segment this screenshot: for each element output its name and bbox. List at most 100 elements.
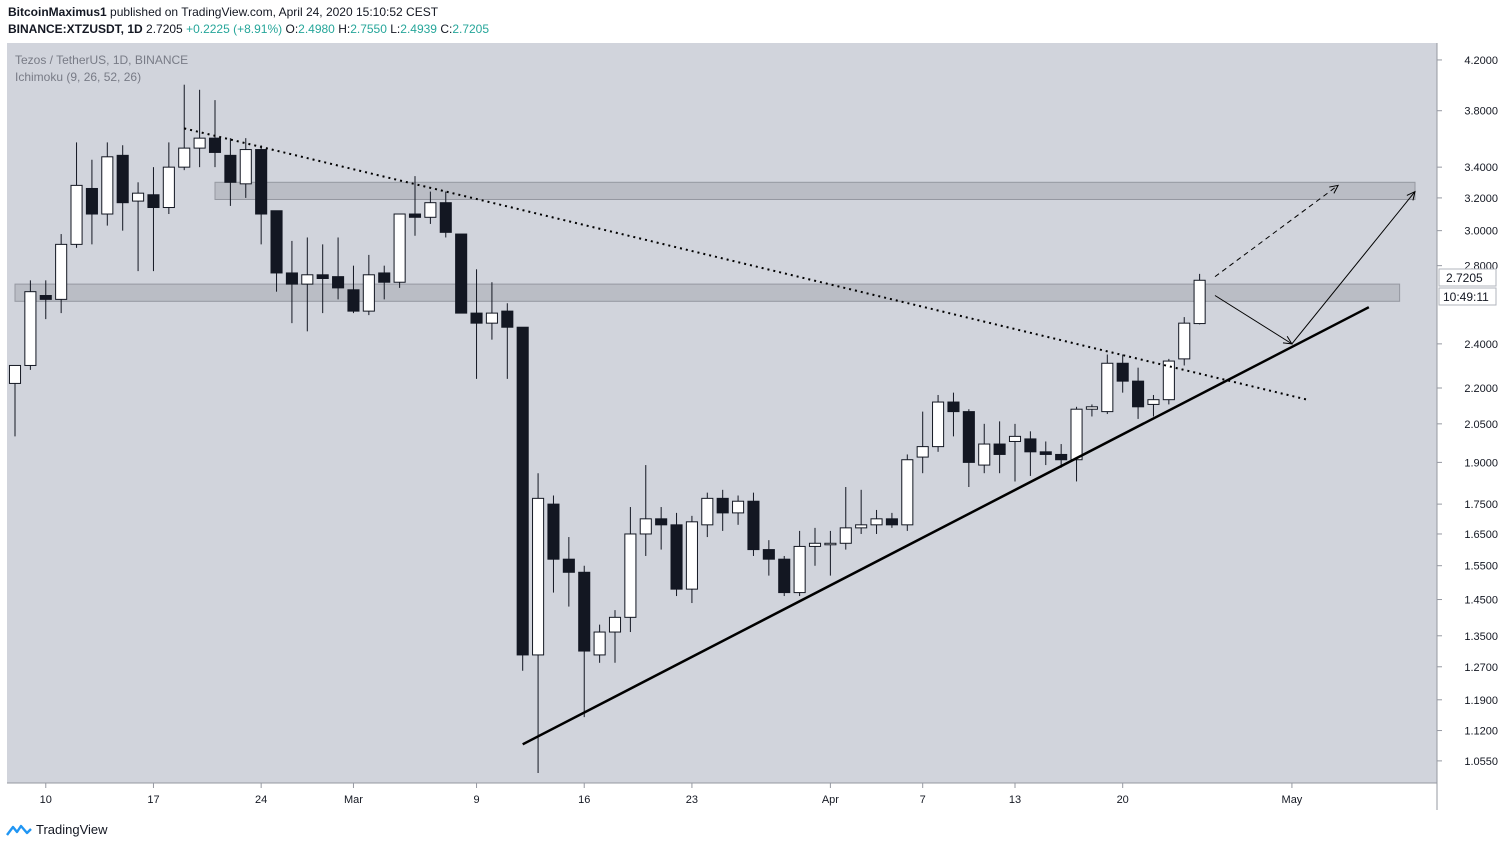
candle[interactable] — [408, 176, 422, 236]
candle[interactable] — [1039, 441, 1052, 466]
footer-brand[interactable]: TradingView — [6, 822, 108, 837]
candle[interactable] — [393, 213, 406, 288]
candle[interactable] — [178, 84, 191, 171]
candle[interactable] — [993, 421, 1006, 474]
candle[interactable] — [70, 142, 83, 248]
chart-pane[interactable] — [7, 43, 1437, 783]
candle[interactable] — [1055, 444, 1068, 468]
candle[interactable] — [547, 495, 560, 593]
candle[interactable] — [701, 492, 714, 538]
candle[interactable] — [1162, 358, 1175, 405]
ascending-support-line[interactable] — [522, 306, 1370, 746]
candle[interactable] — [162, 142, 175, 215]
candle[interactable] — [639, 465, 652, 556]
candle[interactable] — [855, 489, 868, 534]
candle-body — [762, 549, 775, 560]
price-axis[interactable] — [1437, 43, 1503, 783]
zone-0[interactable] — [214, 181, 1416, 200]
candle[interactable] — [239, 138, 252, 198]
candle[interactable] — [24, 280, 37, 370]
zone-1[interactable] — [14, 283, 1401, 302]
candle-body — [485, 312, 498, 324]
candle[interactable] — [732, 495, 745, 525]
candle[interactable] — [685, 515, 698, 604]
candle[interactable] — [916, 411, 929, 474]
candle[interactable] — [1178, 317, 1191, 366]
candle[interactable] — [608, 610, 622, 663]
candle[interactable] — [516, 326, 529, 671]
candle[interactable] — [8, 364, 22, 437]
candle[interactable] — [1008, 423, 1022, 482]
candle[interactable] — [762, 540, 775, 576]
candle[interactable] — [901, 454, 914, 531]
candle[interactable] — [147, 167, 160, 272]
candle[interactable] — [932, 394, 945, 452]
candle[interactable] — [455, 233, 468, 314]
candle[interactable] — [962, 409, 975, 488]
candle[interactable] — [870, 509, 883, 534]
candle-body — [116, 154, 129, 204]
candle[interactable] — [193, 89, 206, 168]
candle[interactable] — [224, 138, 237, 206]
candle[interactable] — [85, 159, 98, 245]
candle[interactable] — [670, 512, 683, 597]
candle[interactable] — [362, 254, 375, 316]
candle[interactable] — [424, 191, 437, 224]
candle[interactable] — [255, 145, 268, 245]
author-name[interactable]: BitcoinMaximus1 — [8, 5, 107, 19]
candle[interactable] — [655, 507, 668, 550]
candle[interactable] — [578, 565, 591, 718]
candle[interactable] — [1116, 354, 1129, 393]
candle[interactable] — [778, 555, 791, 597]
candle[interactable] — [532, 473, 545, 774]
candle[interactable] — [1132, 367, 1145, 419]
candle[interactable] — [39, 280, 52, 320]
candle-body — [839, 527, 852, 544]
candle[interactable] — [824, 530, 837, 576]
candle[interactable] — [978, 423, 991, 474]
candle[interactable] — [839, 487, 852, 550]
candle[interactable] — [1193, 273, 1206, 325]
projection-arrow-2[interactable] — [1214, 295, 1293, 345]
low-value: 2.4939 — [400, 22, 437, 36]
candle[interactable] — [347, 265, 360, 314]
candle[interactable] — [562, 537, 575, 607]
candle[interactable] — [485, 282, 498, 340]
candle[interactable] — [793, 530, 806, 597]
candle[interactable] — [470, 269, 483, 379]
candle[interactable] — [1070, 406, 1083, 482]
descending-resistance-line[interactable] — [183, 127, 1308, 401]
candle-body — [685, 521, 698, 590]
candle[interactable] — [332, 237, 345, 300]
y-tick-label: 2.2000 — [1464, 383, 1498, 395]
projection-arrow-dashed[interactable] — [1214, 184, 1339, 278]
candle[interactable] — [116, 145, 129, 231]
candle[interactable] — [55, 234, 68, 314]
candle[interactable] — [747, 492, 760, 556]
candle[interactable] — [1101, 354, 1114, 415]
candle[interactable] — [378, 265, 391, 300]
candle[interactable] — [1024, 431, 1037, 476]
candle[interactable] — [316, 244, 329, 314]
candle[interactable] — [270, 210, 283, 292]
candle[interactable] — [285, 240, 298, 324]
candle[interactable] — [1147, 394, 1160, 417]
candle[interactable] — [439, 191, 452, 238]
candle[interactable] — [208, 100, 222, 168]
candle[interactable] — [301, 237, 314, 332]
candle[interactable] — [501, 303, 514, 379]
projection-arrow-3[interactable] — [1291, 191, 1416, 345]
candle[interactable] — [1085, 404, 1098, 417]
y-tick-label: 3.8000 — [1464, 106, 1498, 118]
indicator-label[interactable]: Ichimoku (9, 26, 52, 26) — [15, 70, 141, 84]
candle[interactable] — [593, 624, 606, 663]
candle[interactable] — [101, 142, 114, 226]
candle[interactable] — [716, 489, 729, 531]
candle[interactable] — [947, 392, 960, 437]
candle[interactable] — [808, 527, 822, 566]
candle[interactable] — [132, 182, 145, 272]
candle[interactable] — [885, 512, 898, 528]
symbol-label: BINANCE:XTZUSDT, 1D — [8, 22, 143, 36]
candle[interactable] — [624, 507, 637, 633]
